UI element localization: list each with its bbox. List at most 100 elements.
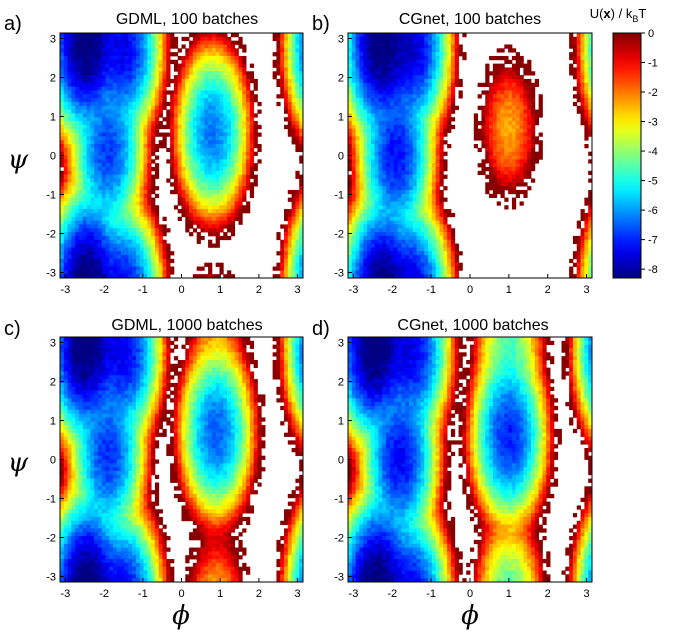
heatmap-cell: [299, 201, 304, 206]
heatmap-cell: [170, 147, 175, 153]
heatmap-cell: [215, 159, 220, 164]
heatmap-cell: [124, 266, 129, 271]
heatmap-cell: [105, 209, 110, 214]
heatmap-cell: [386, 128, 391, 133]
heatmap-cell: [378, 144, 383, 149]
heatmap-cell: [355, 94, 360, 99]
heatmap-cell: [132, 67, 137, 72]
heatmap-cell: [431, 59, 437, 65]
heatmap-cell: [135, 78, 141, 84]
heatmap-cell: [412, 209, 418, 214]
heatmap-cell: [291, 63, 296, 68]
heatmap-cell: [295, 59, 300, 65]
heatmap-cell: [189, 178, 194, 183]
heatmap-cell: [158, 75, 163, 80]
heatmap-cell: [97, 94, 103, 99]
heatmap-cell: [128, 212, 133, 218]
heatmap-cell: [227, 205, 232, 210]
heatmap-cell: [424, 189, 429, 195]
heatmap-cell: [215, 67, 220, 72]
heatmap-cell: [90, 174, 95, 179]
heatmap-cell: [192, 105, 198, 110]
heatmap-cell: [443, 251, 448, 256]
heatmap-cell: [450, 266, 456, 271]
heatmap-cell: [101, 82, 106, 87]
heatmap-cell: [196, 155, 201, 160]
heatmap-cell: [405, 159, 410, 164]
heatmap-cell: [215, 113, 220, 118]
heatmap-cell: [378, 189, 383, 195]
heatmap-cell: [378, 151, 383, 156]
heatmap-cell: [409, 189, 414, 195]
heatmap-cell: [424, 258, 429, 264]
heatmap-cell: [355, 90, 360, 95]
heatmap-cell: [154, 262, 160, 267]
heatmap-cell: [439, 209, 444, 214]
heatmap-cell: [170, 166, 175, 172]
heatmap-cell: [63, 113, 68, 118]
heatmap-cell: [63, 209, 68, 214]
heatmap-cell: [389, 166, 395, 172]
heatmap-cell: [154, 113, 160, 118]
heatmap-cell: [173, 147, 179, 153]
heatmap-cell: [378, 216, 383, 221]
heatmap-cell: [355, 258, 360, 264]
heatmap-cell: [90, 136, 95, 141]
heatmap-cell: [120, 33, 125, 38]
heatmap-cell: [158, 232, 163, 237]
heatmap-cell: [378, 270, 383, 275]
heatmap-cell: [166, 109, 171, 114]
heatmap-cell: [299, 209, 304, 214]
heatmap-cell: [257, 132, 262, 137]
heatmap-cell: [435, 220, 440, 225]
heatmap-cell: [135, 109, 141, 114]
heatmap-cell: [450, 247, 456, 252]
heatmap-cell: [75, 178, 80, 183]
heatmap-cell: [416, 86, 421, 91]
heatmap-cell: [116, 262, 122, 267]
heatmap-cell: [428, 212, 433, 218]
heatmap-cell: [109, 128, 114, 133]
heatmap-cell: [355, 52, 360, 57]
heatmap-cell: [124, 274, 129, 279]
heatmap-cell: [382, 220, 387, 225]
heatmap-cell: [416, 101, 421, 107]
heatmap-cell: [63, 224, 68, 229]
heatmap-cell: [409, 44, 414, 49]
heatmap-cell: [181, 128, 186, 133]
heatmap-cell: [82, 274, 87, 279]
heatmap-cell: [124, 144, 129, 149]
heatmap-cell: [374, 98, 379, 103]
heatmap-cell: [105, 178, 110, 183]
heatmap-cell: [60, 251, 65, 256]
heatmap-cell: [67, 75, 72, 80]
heatmap-cell: [67, 48, 72, 53]
heatmap-cell: [124, 251, 129, 256]
heatmap-cell: [431, 55, 437, 61]
heatmap-cell: [101, 197, 106, 202]
heatmap-cell: [253, 113, 258, 118]
heatmap-cell: [208, 113, 213, 118]
heatmap-cell: [450, 44, 456, 49]
heatmap-cell: [295, 78, 300, 84]
heatmap-cell: [447, 209, 452, 214]
heatmap-cell: [101, 232, 106, 237]
heatmap-cell: [230, 67, 236, 72]
heatmap-cell: [124, 270, 129, 275]
heatmap-cell: [389, 262, 395, 267]
heatmap-cell: [97, 197, 103, 202]
heatmap-cell: [386, 182, 391, 187]
heatmap-cell: [219, 163, 224, 168]
heatmap-cell: [215, 117, 220, 122]
heatmap-cell: [249, 140, 255, 145]
heatmap-cell: [227, 36, 232, 42]
heatmap-cell: [412, 52, 418, 57]
heatmap-cell: [389, 117, 395, 122]
heatmap-cell: [435, 205, 440, 210]
heatmap-cell: [86, 235, 91, 241]
heatmap-cell: [299, 266, 304, 271]
heatmap-cell: [382, 86, 387, 91]
heatmap-cell: [370, 48, 376, 53]
heatmap-cell: [431, 239, 437, 244]
heatmap-cell: [151, 71, 156, 76]
